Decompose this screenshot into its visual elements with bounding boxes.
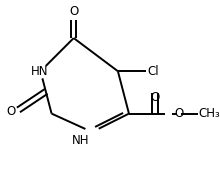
Text: O: O	[69, 5, 78, 18]
Text: HN: HN	[30, 65, 48, 78]
Text: O: O	[150, 91, 159, 104]
Text: Cl: Cl	[147, 65, 159, 78]
Text: O: O	[6, 105, 16, 118]
Text: NH: NH	[72, 134, 90, 147]
Text: O: O	[174, 107, 183, 120]
Text: CH₃: CH₃	[198, 107, 220, 120]
